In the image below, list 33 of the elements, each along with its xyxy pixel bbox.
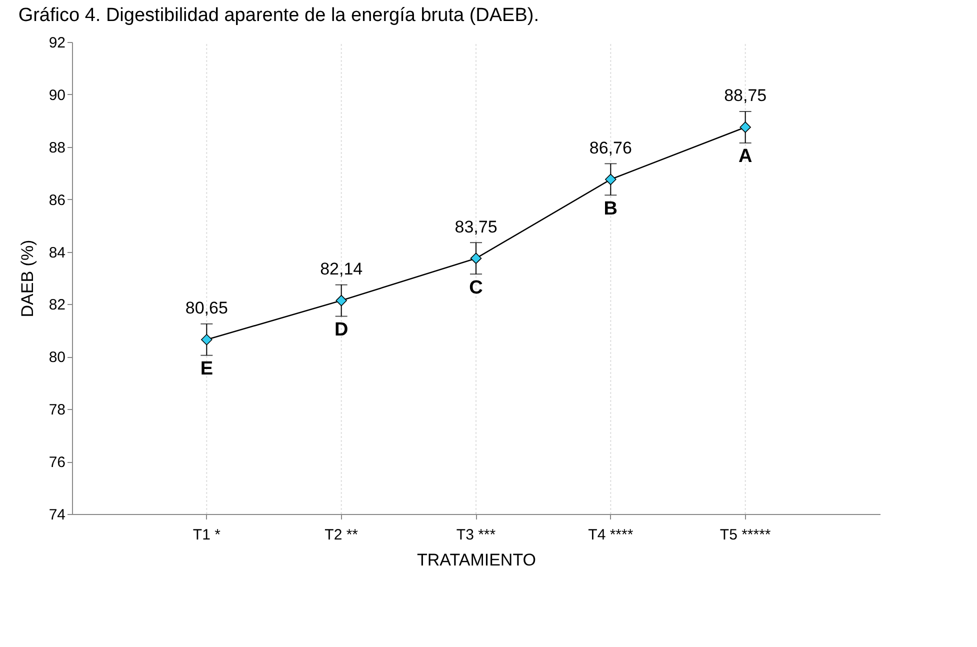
data-label: 86,76 [589, 138, 632, 158]
point [470, 252, 482, 264]
y-tick-label: 88 [48, 139, 66, 156]
y-tick-label: 84 [48, 244, 66, 262]
x-tick-label: T5 ***** [720, 526, 771, 544]
data-label: 83,75 [454, 217, 498, 236]
y-tick-label: 86 [48, 192, 66, 209]
annotation: D [334, 320, 348, 341]
y-tick-label: 80 [48, 349, 66, 366]
annotation: C [469, 277, 484, 298]
annotation: A [738, 146, 752, 168]
y-tick-label: 74 [48, 506, 66, 524]
x-tick-label: T4 **** [588, 526, 634, 544]
y-tick-label: 82 [48, 296, 66, 314]
y-tick-label: 90 [48, 86, 66, 104]
point [201, 334, 212, 346]
point [740, 122, 751, 133]
point [605, 174, 616, 186]
y-tick-label: 76 [48, 454, 66, 472]
data-label: 82,14 [320, 260, 363, 279]
x-axis-title: TRATAMIENTO [417, 550, 536, 570]
annotation: E [200, 358, 214, 380]
annotation: B [604, 198, 618, 220]
x-tick-label: T1 * [192, 526, 221, 544]
y-tick-label: 78 [48, 402, 66, 419]
point [336, 294, 347, 306]
chart-title: Gráfico 4. Digestibilidad aparente de la energía bruta (DAEB). [18, 5, 540, 26]
y-tick-label: 92 [48, 34, 66, 52]
data-label: 80,65 [185, 298, 228, 318]
x-tick-label: T2 ** [324, 526, 358, 544]
data-label: 88,75 [724, 86, 767, 106]
y-axis-title: DAEB (%) [18, 240, 37, 318]
x-tick-label: T3 *** [456, 526, 496, 544]
